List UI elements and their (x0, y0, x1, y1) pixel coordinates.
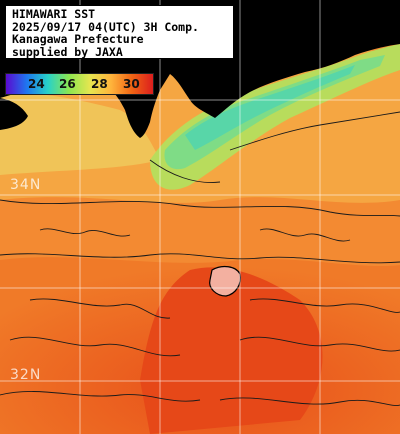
scale-tick-26: 26 (59, 77, 76, 91)
sst-contours (0, 111, 400, 406)
scale-tick-24: 24 (28, 77, 45, 91)
island-hachijo (209, 265, 241, 297)
title-line-4: supplied by JAXA (12, 44, 123, 59)
scale-tick-28: 28 (91, 77, 108, 91)
title-line-2: 2025/09/17 04(UTC) 3H Comp. (12, 19, 199, 34)
sea-green-band (164, 55, 385, 170)
sea-warmest-core (140, 267, 323, 434)
color-scale-gradient (6, 74, 153, 94)
title-box: HIMAWARI SST 2025/09/17 04(UTC) 3H Comp.… (5, 5, 234, 59)
land-izu-tip (0, 98, 28, 130)
scale-tick-30: 30 (123, 77, 140, 91)
title-line-3: Kanagawa Prefecture (12, 32, 144, 46)
sea-cyan-band (185, 65, 355, 150)
title-line-1: HIMAWARI SST (12, 7, 96, 21)
lat-label-34n: 34N (10, 177, 42, 193)
lat-label-32n: 32N (10, 367, 42, 383)
color-scale: 24 26 28 30 (5, 73, 154, 95)
